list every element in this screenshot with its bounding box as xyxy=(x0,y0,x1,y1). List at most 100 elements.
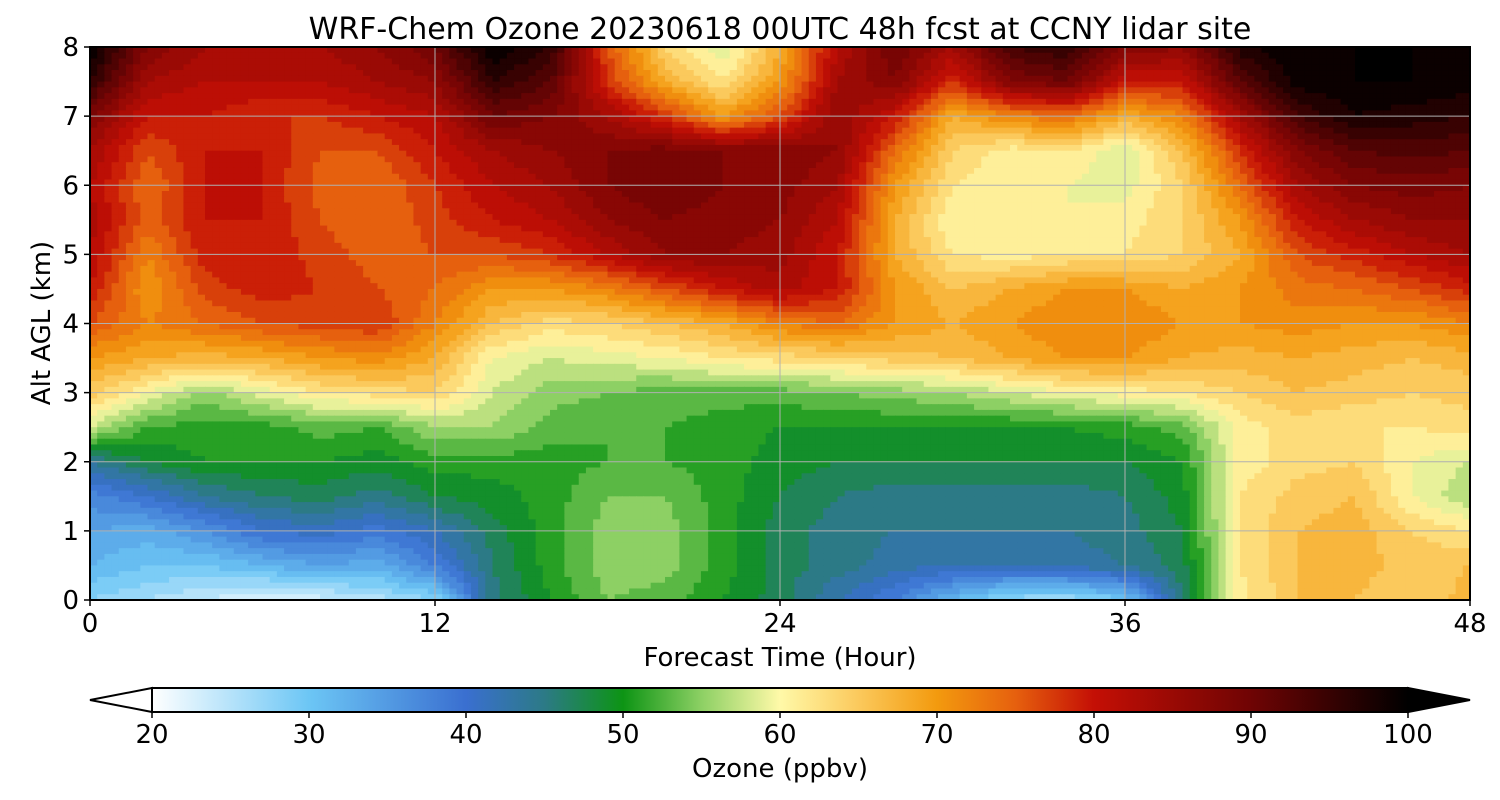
heatmap-cell xyxy=(744,162,752,168)
heatmap-cell xyxy=(744,99,752,105)
heatmap-cell xyxy=(464,156,472,162)
heatmap-cell xyxy=(1132,185,1140,191)
heatmap-cell xyxy=(176,116,184,122)
heatmap-cell xyxy=(449,185,457,191)
heatmap-cell xyxy=(219,145,227,151)
heatmap-cell xyxy=(485,128,493,134)
heatmap-cell xyxy=(342,70,350,76)
heatmap-cell xyxy=(643,139,651,145)
heatmap-cell xyxy=(255,122,263,128)
heatmap-cell xyxy=(198,145,206,151)
heatmap-cell xyxy=(988,191,996,197)
heatmap-cell xyxy=(449,156,457,162)
heatmap-cell xyxy=(1456,105,1464,111)
heatmap-cell xyxy=(744,133,752,139)
heatmap-cell xyxy=(1197,64,1205,70)
heatmap-cell xyxy=(241,64,249,70)
heatmap-cell xyxy=(629,139,637,145)
heatmap-cell xyxy=(406,82,414,88)
heatmap-cell xyxy=(1125,191,1133,197)
heatmap-cell xyxy=(277,76,285,82)
heatmap-cell xyxy=(945,156,953,162)
heatmap-cell xyxy=(780,93,788,99)
heatmap-cell xyxy=(694,168,702,174)
heatmap-cell xyxy=(1211,105,1219,111)
heatmap-cell xyxy=(1262,139,1270,145)
heatmap-cell xyxy=(665,133,673,139)
heatmap-cell xyxy=(334,122,342,128)
heatmap-cell xyxy=(924,185,932,191)
heatmap-cell xyxy=(104,99,112,105)
heatmap-cell xyxy=(1247,76,1255,82)
heatmap-cell xyxy=(888,87,896,93)
heatmap-cell xyxy=(960,53,968,59)
heatmap-cell xyxy=(723,145,731,151)
heatmap-cell xyxy=(1096,116,1104,122)
heatmap-cell xyxy=(1298,116,1306,122)
heatmap-cell xyxy=(507,139,515,145)
heatmap-cell xyxy=(248,191,256,197)
heatmap-cell xyxy=(155,156,163,162)
heatmap-cell xyxy=(881,151,889,157)
heatmap-cell xyxy=(1154,70,1162,76)
heatmap-cell xyxy=(1175,64,1183,70)
heatmap-cell xyxy=(579,122,587,128)
heatmap-cell xyxy=(1269,145,1277,151)
heatmap-cell xyxy=(1441,105,1449,111)
heatmap-cell xyxy=(1175,174,1183,180)
heatmap-cell xyxy=(507,70,515,76)
heatmap-cell xyxy=(1398,162,1406,168)
heatmap-cell xyxy=(629,93,637,99)
heatmap-cell xyxy=(334,151,342,157)
heatmap-cell xyxy=(1003,53,1011,59)
heatmap-cell xyxy=(802,76,810,82)
heatmap-cell xyxy=(1348,174,1356,180)
heatmap-cell xyxy=(888,191,896,197)
heatmap-cell xyxy=(112,191,120,197)
heatmap-cell xyxy=(1276,53,1284,59)
heatmap-cell xyxy=(406,191,414,197)
heatmap-cell xyxy=(219,174,227,180)
heatmap-cell xyxy=(766,99,774,105)
heatmap-cell xyxy=(133,99,141,105)
heatmap-cell xyxy=(730,59,738,65)
heatmap-cell xyxy=(838,156,846,162)
heatmap-cell xyxy=(378,99,386,105)
heatmap-cell xyxy=(169,162,177,168)
heatmap-cell xyxy=(255,156,263,162)
heatmap-cell xyxy=(284,168,292,174)
heatmap-cell xyxy=(392,82,400,88)
heatmap-cell xyxy=(133,53,141,59)
heatmap-cell xyxy=(1125,82,1133,88)
heatmap-cell xyxy=(1398,76,1406,82)
heatmap-cell xyxy=(852,70,860,76)
heatmap-cell xyxy=(176,185,184,191)
heatmap-cell xyxy=(521,156,529,162)
heatmap-cell xyxy=(1384,82,1392,88)
heatmap-cell xyxy=(564,139,572,145)
heatmap-cell xyxy=(960,59,968,65)
heatmap-cell xyxy=(1147,139,1155,145)
heatmap-cell xyxy=(399,139,407,145)
heatmap-cell xyxy=(133,151,141,157)
heatmap-cell xyxy=(1326,99,1334,105)
heatmap-cell xyxy=(859,139,867,145)
heatmap-cell xyxy=(155,116,163,122)
heatmap-cell xyxy=(457,99,465,105)
heatmap-cell xyxy=(263,156,271,162)
heatmap-cell xyxy=(780,139,788,145)
heatmap-cell xyxy=(931,116,939,122)
heatmap-cell xyxy=(1226,99,1234,105)
heatmap-cell xyxy=(615,128,623,134)
heatmap-cell xyxy=(198,168,206,174)
heatmap-cell xyxy=(902,145,910,151)
heatmap-cell xyxy=(528,145,536,151)
heatmap-cell xyxy=(500,116,508,122)
heatmap-cell xyxy=(1118,82,1126,88)
heatmap-cell xyxy=(442,59,450,65)
heatmap-cell xyxy=(1024,168,1032,174)
heatmap-cell xyxy=(263,128,271,134)
heatmap-cell xyxy=(701,185,709,191)
heatmap-cell xyxy=(737,174,745,180)
heatmap-cell xyxy=(385,185,393,191)
